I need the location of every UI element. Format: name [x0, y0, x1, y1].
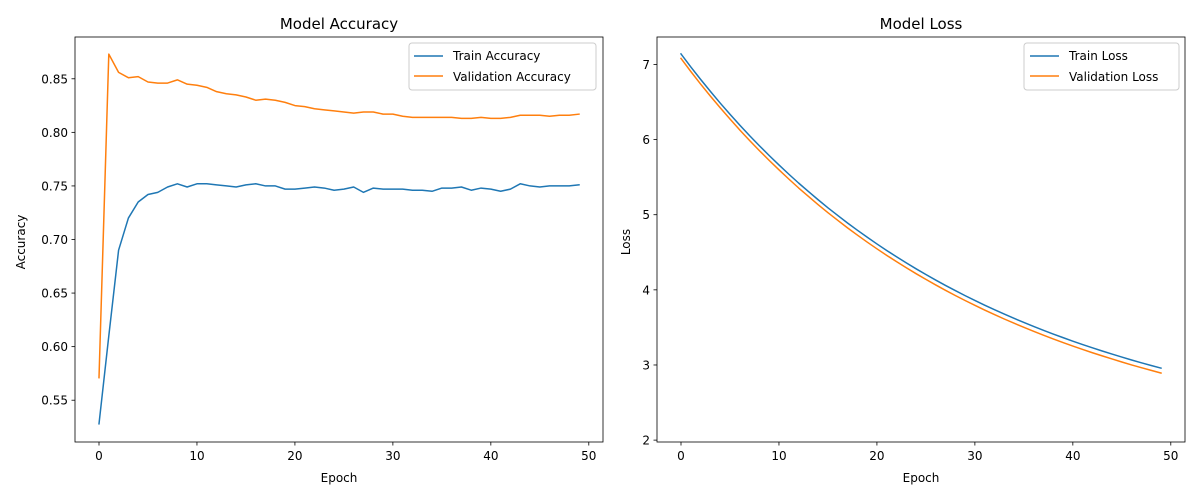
legend: Train Loss Validation Loss	[1023, 42, 1180, 91]
y-tick-label: 0.55	[41, 394, 68, 408]
loss-chart: Model Loss Epoch Loss 0 10 20 30 40 50234567 …	[619, 15, 1186, 485]
y-tick-label: 0.75	[41, 179, 68, 193]
chart-title: Model Accuracy	[280, 15, 398, 33]
series-line-validation	[679, 57, 1162, 374]
x-tick-label: 30	[385, 449, 400, 463]
y-axis-label: Loss	[619, 229, 633, 255]
series-line-train	[679, 52, 1162, 370]
y-axis-label: Accuracy	[14, 215, 28, 270]
x-tick-label: 40	[1065, 449, 1080, 463]
plot-area: 0 10 20 30 40 50 0.55 0.60 0.65 0.70 0.75 0.80 0.85	[41, 36, 604, 463]
y-tick-label: 0.70	[41, 233, 68, 247]
legend-box	[408, 42, 597, 91]
x-axis-label: Epoch	[321, 471, 358, 485]
x-tick-label: 0	[677, 449, 685, 463]
y-tick-label: 7	[642, 58, 650, 72]
y-tick-label: 0.85	[41, 72, 68, 86]
x-axis-label: Epoch	[903, 471, 940, 485]
x-tick-label: 10	[771, 449, 786, 463]
x-tick-label: 50	[1163, 449, 1178, 463]
x-tick-label: 40	[483, 449, 498, 463]
chart-title: Model Loss	[880, 15, 963, 33]
y-tick-label: 0.60	[41, 340, 68, 354]
y-tick-label: 3	[642, 358, 650, 372]
legend-box	[1023, 42, 1180, 91]
x-tick-label: 0	[95, 449, 103, 463]
axes-frame	[74, 36, 604, 443]
y-tick-label: 0.80	[41, 126, 68, 140]
x-tick-label: 20	[869, 449, 884, 463]
y-tick-label: 5	[642, 208, 650, 222]
axes-frame	[656, 36, 1186, 443]
accuracy-chart: Model Accuracy Epoch Accuracy 0 10 20 30 40 5…	[14, 15, 604, 485]
x-tick-label: 50	[581, 449, 596, 463]
legend: Train Accuracy Validation Accuracy	[408, 42, 597, 91]
x-tick-label: 10	[189, 449, 204, 463]
plot-area: 0 10 20 30 40 50 2 3 4 5 6 7	[642, 36, 1186, 463]
legend-label-validation: Validation Accuracy	[453, 70, 571, 84]
legend-label-validation: Validation Loss	[1069, 70, 1158, 84]
y-tick-label: 0.65	[41, 287, 68, 301]
y-tick-label: 4	[642, 283, 650, 297]
x-tick-label: 30	[967, 449, 982, 463]
series-line-validation	[98, 53, 580, 379]
x-tick-label: 20	[287, 449, 302, 463]
y-tick-label: 6	[642, 133, 650, 147]
legend-label-train: Train Loss	[1068, 49, 1128, 63]
series-line-train	[98, 183, 580, 425]
y-tick-label: 2	[642, 434, 650, 448]
legend-label-train: Train Accuracy	[452, 49, 540, 63]
